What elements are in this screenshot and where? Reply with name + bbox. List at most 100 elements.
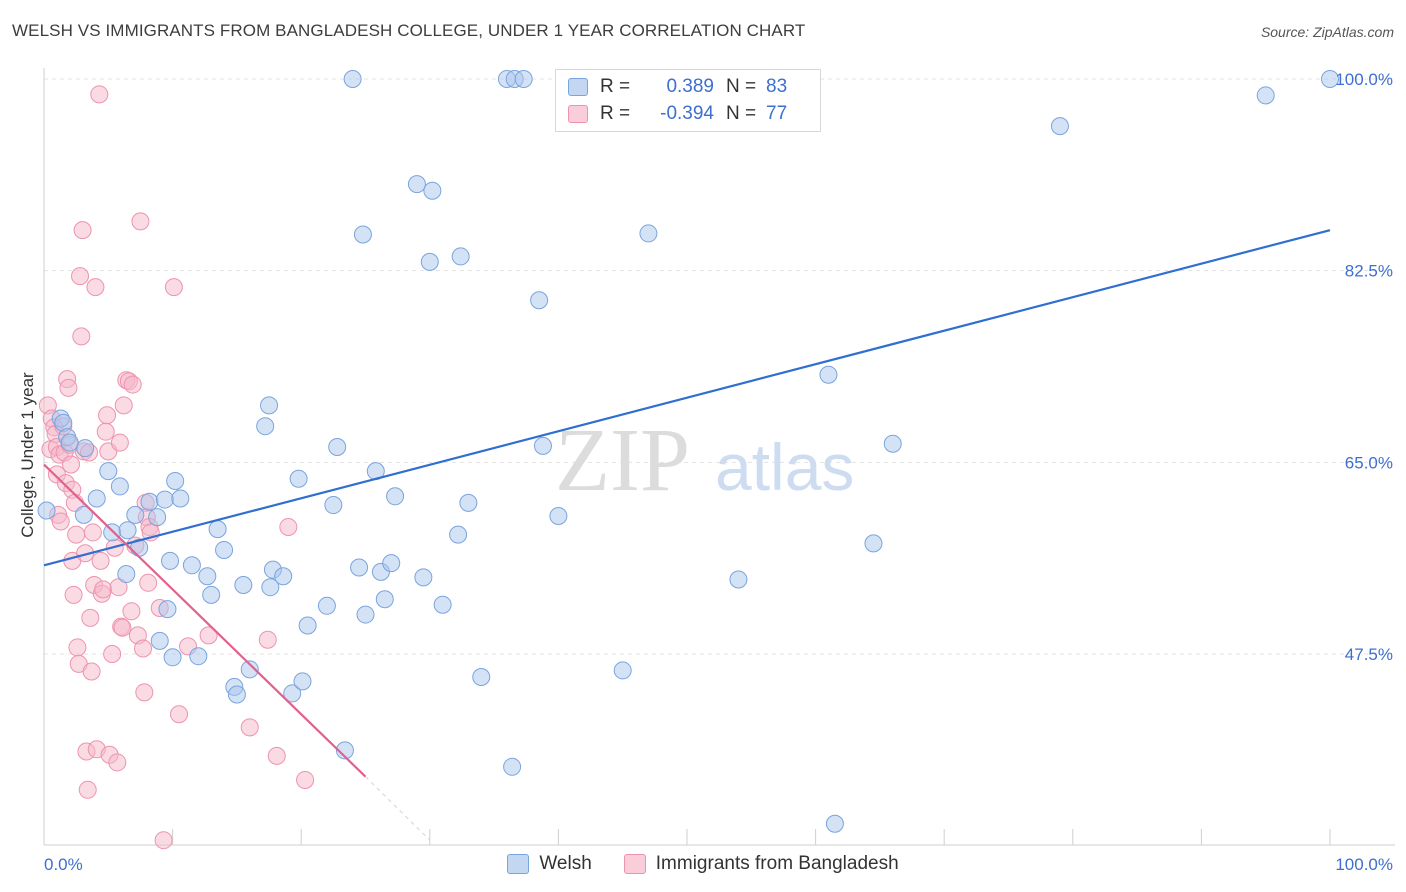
bangladesh-point [67, 525, 86, 544]
welsh-point [1050, 117, 1069, 136]
welsh-trend-line [43, 229, 1331, 567]
welsh-point [382, 554, 401, 573]
welsh-point [420, 252, 439, 271]
welsh-point [148, 508, 167, 527]
legend-swatch-welsh [507, 854, 530, 874]
watermark: ZIP atlas [555, 411, 854, 510]
bangladesh-point [296, 770, 315, 789]
welsh-point [883, 434, 902, 453]
welsh-point [414, 568, 433, 587]
series-bangladesh-points [38, 85, 315, 850]
welsh-point [37, 501, 56, 520]
welsh-point [503, 757, 522, 776]
bangladesh-point [59, 378, 78, 397]
welsh-point [215, 540, 234, 559]
bangladesh-point [164, 278, 183, 297]
welsh-point [293, 672, 312, 691]
bangladesh-point [82, 662, 101, 681]
welsh-point [208, 520, 227, 539]
bangladesh-point [86, 278, 105, 297]
bangladesh-point [81, 608, 100, 627]
bangladesh-point [110, 433, 129, 452]
welsh-point [1256, 86, 1275, 105]
bangladesh-point [72, 327, 91, 346]
welsh-point [158, 600, 177, 619]
x-tick-label: 100.0% [1335, 855, 1393, 874]
y-tick-label: 82.5% [1345, 262, 1393, 281]
welsh-point [227, 685, 246, 704]
welsh-point [166, 471, 185, 490]
bangladesh-point [62, 455, 81, 474]
bangladesh-point [135, 683, 154, 702]
bangladesh-point [64, 585, 83, 604]
welsh-point [118, 521, 137, 540]
bangladesh-point [122, 602, 141, 621]
welsh-point [459, 493, 478, 512]
bangladesh-point [279, 517, 298, 536]
bangladesh-point [68, 638, 87, 657]
bangladesh-point [103, 645, 122, 663]
legend-swatch-bangladesh [568, 105, 588, 123]
legend-r-value: -0.394 [660, 103, 714, 124]
welsh-point [613, 661, 632, 680]
welsh-point [283, 684, 302, 703]
welsh-point [117, 565, 136, 584]
welsh-point [202, 585, 221, 604]
y-tick-label: 100.0% [1335, 70, 1393, 89]
bangladesh-point [258, 630, 277, 649]
legend-item-welsh[interactable]: Welsh [507, 853, 592, 875]
welsh-point [317, 596, 336, 615]
welsh-point [324, 496, 343, 515]
welsh-point [171, 489, 190, 508]
bangladesh-point [240, 718, 259, 737]
bangladesh-point [71, 267, 90, 286]
legend-r-label: R = [600, 103, 631, 124]
legend-label-bangladesh: Immigrants from Bangladesh [655, 853, 899, 874]
chart-title: WELSH VS IMMIGRANTS FROM BANGLADESH COLL… [12, 21, 806, 40]
welsh-point [356, 605, 375, 624]
welsh-point [76, 439, 95, 458]
welsh-point [163, 648, 182, 667]
bangladesh-point [83, 523, 102, 542]
series-legend: Welsh Immigrants from Bangladesh [0, 853, 1406, 875]
legend-swatch-bangladesh [623, 854, 646, 874]
bangladesh-point [51, 512, 70, 531]
welsh-point [328, 438, 347, 456]
bangladesh-point [109, 578, 128, 597]
welsh-point [729, 570, 748, 589]
trend-lines [43, 229, 1331, 841]
bangladesh-point [108, 753, 127, 772]
welsh-point [449, 525, 468, 544]
legend-swatch-welsh [568, 78, 588, 96]
welsh-point [864, 534, 883, 553]
welsh-point [353, 225, 372, 244]
welsh-point [140, 492, 159, 511]
welsh-point [533, 436, 552, 455]
y-tick-label: 47.5% [1345, 645, 1393, 664]
welsh-point [198, 567, 217, 586]
bangladesh-point [78, 780, 97, 799]
welsh-point [407, 175, 426, 194]
bangladesh-point [123, 375, 142, 394]
welsh-point [234, 576, 253, 594]
bangladesh-point [267, 746, 286, 765]
source-label: Source: ZipAtlas.com [1260, 24, 1394, 40]
welsh-point [423, 181, 442, 200]
legend-item-bangladesh[interactable]: Immigrants from Bangladesh [623, 853, 899, 875]
welsh-point [260, 396, 279, 415]
x-tick-label: 0.0% [44, 855, 83, 874]
welsh-point [343, 70, 362, 88]
legend-n-value: 83 [766, 76, 788, 97]
bangladesh-point [170, 705, 189, 724]
axes [43, 68, 1395, 846]
legend-row-bangladesh: R = -0.394 N = 77 [568, 102, 787, 126]
bangladesh-point [114, 396, 133, 415]
bangladesh-point [73, 221, 92, 240]
correlation-legend: R = 0.389 N = 83 R = -0.394 N = 77 [555, 69, 821, 132]
bangladesh-point [90, 85, 109, 104]
welsh-point [514, 70, 533, 88]
legend-n-label: N = [726, 76, 757, 97]
bangladesh-trend-extension [365, 776, 431, 841]
welsh-point [472, 668, 491, 686]
